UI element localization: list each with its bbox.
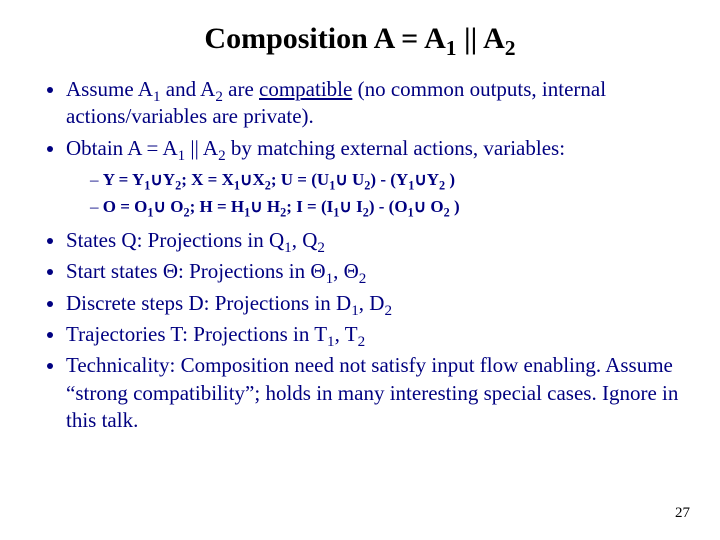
text: are bbox=[223, 77, 259, 101]
slide: Composition A = A1 || A2 Assume A1 and A… bbox=[0, 0, 720, 540]
sub: 2 bbox=[317, 240, 325, 256]
bullet-4: Start states Θ: Projections in Θ1, Θ2 bbox=[66, 258, 684, 285]
text: ; I = (I bbox=[286, 197, 333, 216]
sub: 2 bbox=[218, 148, 226, 164]
underlined-text: compatible bbox=[259, 77, 352, 101]
slide-title: Composition A = A1 || A2 bbox=[36, 22, 684, 56]
text: , D bbox=[359, 291, 385, 315]
sub: 2 bbox=[384, 303, 392, 319]
sub: 2 bbox=[359, 272, 367, 288]
title-text-2: || A bbox=[457, 22, 505, 55]
bullet-1: Assume A1 and A2 are compatible (no comm… bbox=[66, 76, 684, 131]
text: ∪ O bbox=[154, 197, 184, 216]
bullet-2: Obtain A = A1 || A2 by matching external… bbox=[66, 135, 684, 220]
text: Assume A bbox=[66, 77, 153, 101]
bullet-5: Discrete steps D: Projections in D1, D2 bbox=[66, 290, 684, 317]
text: ∪ H bbox=[250, 197, 280, 216]
text: ) bbox=[445, 170, 455, 189]
bullet-3: States Q: Projections in Q1, Q2 bbox=[66, 227, 684, 254]
bullet-list: Assume A1 and A2 are compatible (no comm… bbox=[42, 76, 684, 434]
text: States Q: Projections in Q bbox=[66, 228, 284, 252]
text: ) bbox=[450, 197, 460, 216]
text: , Q bbox=[292, 228, 318, 252]
text: , T bbox=[335, 322, 358, 346]
text: Technicality: Composition need not satis… bbox=[66, 353, 678, 432]
sub: 1 bbox=[284, 240, 292, 256]
text: ; X = X bbox=[181, 170, 234, 189]
text: ) - (O bbox=[369, 197, 408, 216]
text: Obtain A = A bbox=[66, 136, 178, 160]
title-text-1: Composition A = A bbox=[204, 22, 445, 55]
sub: 1 bbox=[327, 334, 335, 350]
text: Trajectories T: Projections in T bbox=[66, 322, 327, 346]
text: Discrete steps D: Projections in D bbox=[66, 291, 351, 315]
text: and A bbox=[161, 77, 216, 101]
text: Y = Y bbox=[103, 170, 144, 189]
text: by matching external actions, variables: bbox=[226, 136, 565, 160]
sub: 1 bbox=[326, 272, 334, 288]
text: ∪X bbox=[240, 170, 265, 189]
text: ∪ U bbox=[335, 170, 364, 189]
sub-bullet-a: Y = Y1∪Y2; X = X1∪X2; U = (U1∪ U2) - (Y1… bbox=[90, 168, 684, 193]
sub: 1 bbox=[153, 89, 161, 105]
bullet-7: Technicality: Composition need not satis… bbox=[66, 352, 684, 434]
text: , Θ bbox=[333, 259, 359, 283]
title-sub-1: 1 bbox=[446, 36, 457, 60]
bullet-6: Trajectories T: Projections in T1, T2 bbox=[66, 321, 684, 348]
text: Start states Θ: Projections in Θ bbox=[66, 259, 326, 283]
sub-bullet-b: O = O1∪ O2; H = H1∪ H2; I = (I1∪ I2) - (… bbox=[90, 195, 684, 220]
text: ∪Y bbox=[414, 170, 439, 189]
text: ; U = (U bbox=[271, 170, 329, 189]
text: || A bbox=[185, 136, 218, 160]
text: O = O bbox=[103, 197, 148, 216]
page-number: 27 bbox=[675, 505, 690, 522]
sub-bullet-list: Y = Y1∪Y2; X = X1∪X2; U = (U1∪ U2) - (Y1… bbox=[80, 168, 684, 219]
sub: 2 bbox=[215, 89, 223, 105]
text: ) - (Y bbox=[370, 170, 408, 189]
text: ∪ I bbox=[339, 197, 362, 216]
sub: 1 bbox=[351, 303, 359, 319]
title-sub-2: 2 bbox=[505, 36, 516, 60]
sub: 2 bbox=[358, 334, 366, 350]
text: ∪Y bbox=[150, 170, 175, 189]
text: ; H = H bbox=[190, 197, 245, 216]
text: ∪ O bbox=[414, 197, 444, 216]
